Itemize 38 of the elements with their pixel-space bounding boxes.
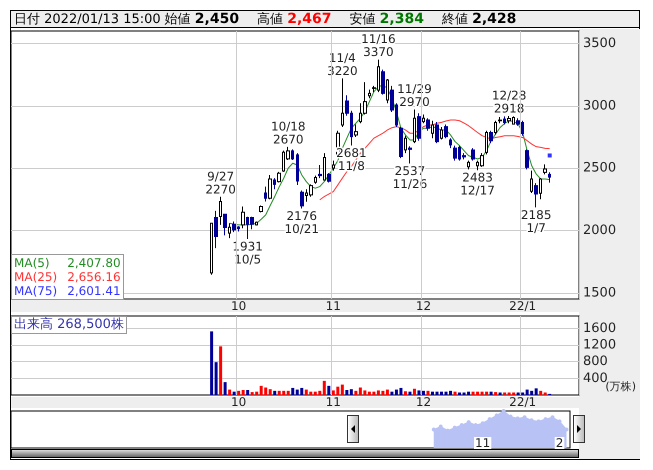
y-tick-label: 3000 [583, 98, 616, 114]
y-tick-label: 2500 [583, 160, 616, 176]
text: 始値 2,450 [164, 11, 240, 27]
x-tick-label: 10 [231, 299, 246, 313]
x-tick-label: 11 [475, 436, 490, 450]
x-tick-label: 11 [326, 299, 341, 313]
x-tick-label: 10 [231, 395, 246, 409]
annotation: 11/16 3370 [361, 32, 396, 60]
y-tick-label: 1200 [583, 338, 616, 353]
x-tick-label: 12 [416, 395, 432, 409]
chart-title: 日付 2022/01/13 15:00 [14, 12, 161, 27]
y-tick-label: 3500 [583, 36, 616, 51]
annotation: 10/18 2670 [270, 119, 306, 146]
x-tick-label: 22/1 [509, 299, 536, 313]
text: MA(75) [14, 284, 58, 298]
annotation: 2,656.16 [67, 270, 121, 284]
x-tick-label: 2 [556, 436, 564, 450]
x-tick-label: 12 [416, 299, 432, 313]
text: MA(5) [14, 256, 50, 270]
annotation: 11/4 3220 [327, 50, 358, 78]
annotation: 9/27 2270 [205, 169, 236, 196]
text: 終値 2,428 [442, 11, 516, 27]
text: 高値 2,467 [257, 11, 332, 27]
text: 安値 2,384 [350, 11, 424, 27]
annotation: 2,601.41 [67, 284, 121, 298]
y-tick-label: 2000 [583, 222, 616, 238]
annotation: 2,407.80 [67, 256, 121, 270]
y-tick-label: 1600 [583, 320, 616, 336]
y-tick-label: 1500 [583, 285, 616, 300]
text: MA(25) [14, 270, 58, 284]
chart-title: 出来高 268,500株 [11, 316, 127, 334]
y-axis-title: (万株) [605, 380, 636, 394]
y-tick-label: 800 [583, 354, 608, 370]
annotation: 2176 10/21 [284, 209, 320, 236]
annotation: 2185 1/7 [520, 208, 552, 235]
x-tick-label: 11 [326, 395, 341, 409]
x-tick-label: 22/1 [509, 395, 536, 409]
annotation: 2483 12/17 [460, 170, 495, 198]
